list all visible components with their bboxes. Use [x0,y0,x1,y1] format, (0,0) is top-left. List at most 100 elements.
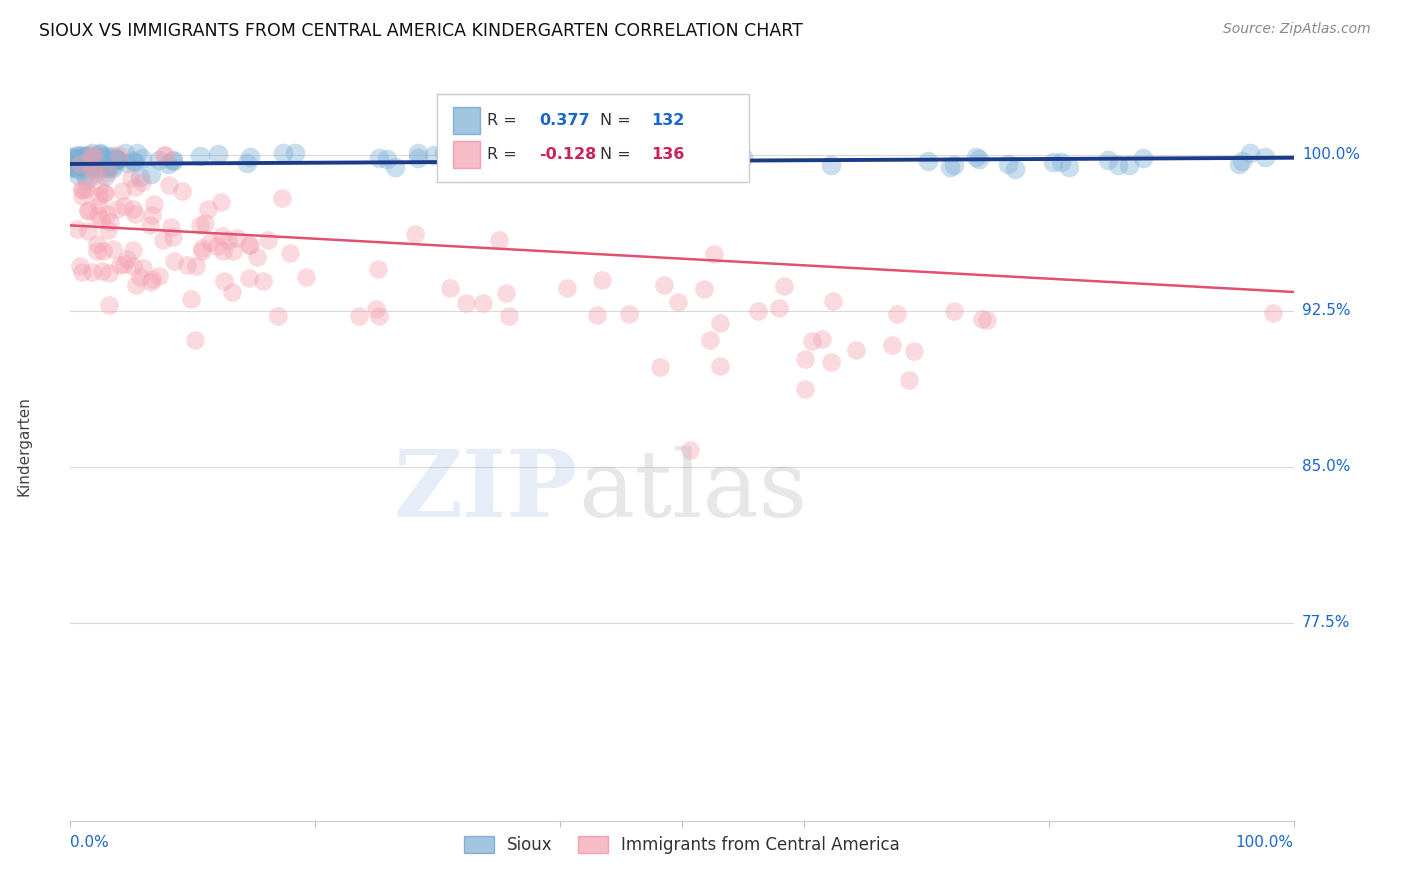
Point [153,148,176,162]
Point [108,258,131,272]
Point [148,269,170,284]
Text: 77.5%: 77.5% [1302,615,1350,631]
Point [70,151,93,165]
Point [592,151,614,165]
Point [111,184,134,198]
Point [94,186,117,200]
Point [404,227,426,241]
Point [271,190,294,204]
Point [120,171,142,186]
Point [666,295,689,310]
Point [108,147,131,161]
Point [97,223,120,237]
Point [77,148,100,162]
Point [96,207,118,221]
Point [128,269,150,284]
Point [131,151,153,165]
Point [278,246,301,260]
Point [211,228,233,243]
Point [823,293,845,308]
Point [69,156,91,170]
Point [1239,146,1261,161]
Point [633,157,655,171]
Point [939,160,962,174]
Point [368,151,391,165]
Point [72,189,94,203]
Point [367,262,389,277]
Point [703,160,725,174]
Point [94,161,117,175]
Bar [453,106,479,134]
Point [188,218,211,232]
Point [152,233,174,247]
Point [845,343,868,357]
Point [105,153,128,167]
Point [239,238,262,252]
Point [82,164,104,178]
Point [86,208,108,222]
Point [257,233,280,247]
Point [591,273,613,287]
Point [77,203,100,218]
Point [972,312,994,326]
Point [72,265,94,279]
Point [76,202,98,217]
Point [184,334,207,348]
Point [162,153,184,167]
Point [89,188,111,202]
Point [87,155,110,169]
Point [124,278,146,293]
Point [124,179,146,194]
Point [80,265,103,279]
Point [73,155,96,169]
Point [433,145,456,160]
Point [67,153,90,167]
Point [456,158,478,172]
Point [153,147,176,161]
Point [191,244,214,259]
Point [66,155,89,169]
Point [546,160,568,174]
Point [997,157,1019,171]
Point [70,181,93,195]
Point [104,153,127,167]
Point [162,154,184,169]
Point [83,157,105,171]
Point [69,259,91,273]
Point [101,160,124,174]
Point [65,153,87,168]
Point [880,338,903,352]
Point [94,169,117,183]
Point [709,316,731,330]
Point [105,152,128,166]
Point [295,270,318,285]
Point [84,150,107,164]
Point [69,148,91,162]
Text: 85.0%: 85.0% [1302,459,1350,475]
Point [115,155,138,169]
Point [66,222,89,236]
Text: Kindergarten: Kindergarten [17,396,31,496]
Point [76,224,98,238]
Point [72,153,94,167]
Point [555,280,578,294]
Point [73,159,96,173]
Point [96,149,118,163]
Point [72,158,94,172]
Point [1227,157,1250,171]
Point [820,354,842,368]
Point [87,198,110,212]
Point [60,157,83,171]
Legend: Sioux, Immigrants from Central America: Sioux, Immigrants from Central America [457,830,907,861]
Point [731,150,754,164]
Point [89,146,111,161]
Point [406,151,429,165]
Point [162,230,184,244]
Point [89,148,111,162]
Point [69,152,91,166]
Point [246,250,269,264]
Point [122,260,145,274]
Point [252,274,274,288]
Point [222,244,245,259]
Point [122,153,145,168]
